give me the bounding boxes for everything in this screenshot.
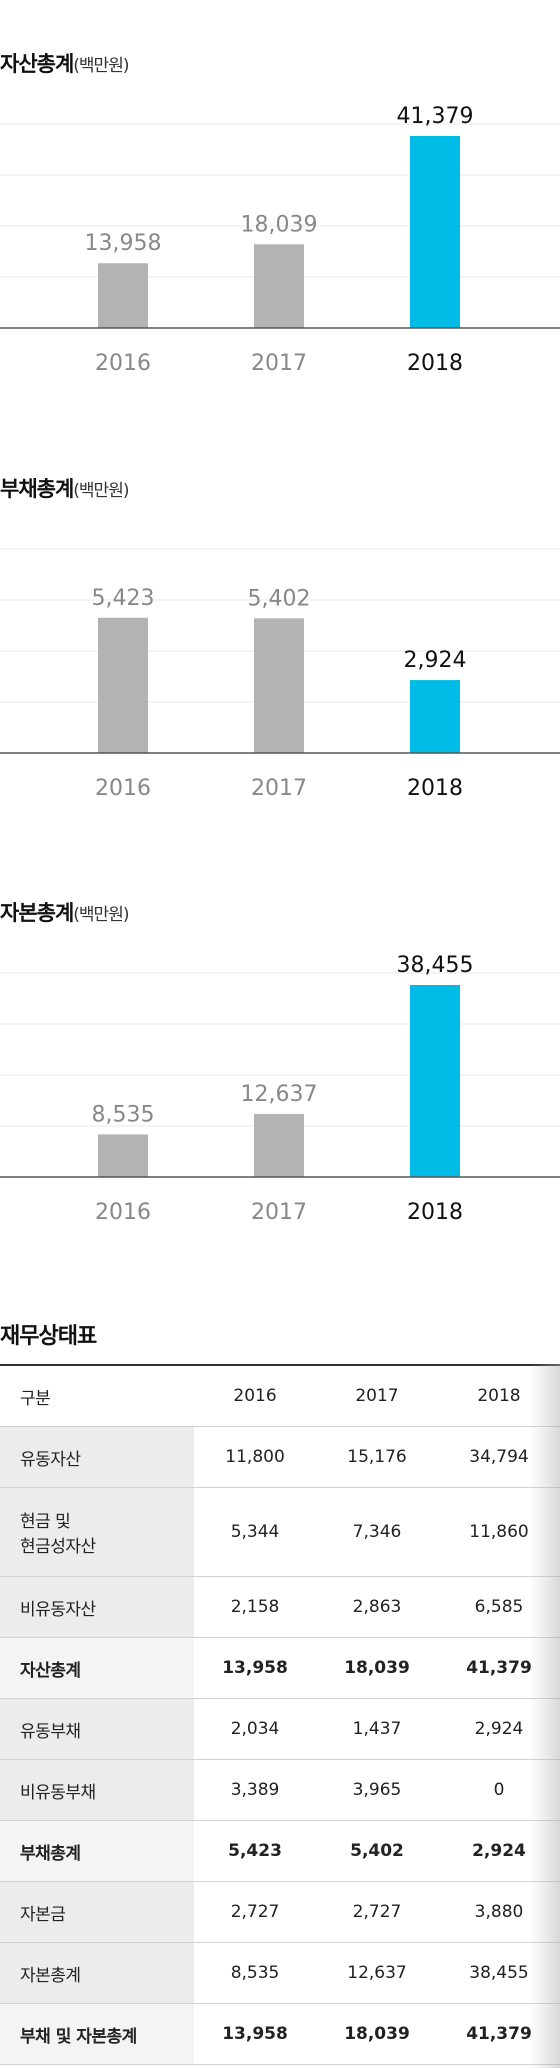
data-label-2017: 12,637 xyxy=(241,1082,318,1107)
table-row: 현금 및 현금성자산 5,344 7,346 11,860 xyxy=(0,1487,560,1577)
x-tick-label-2016: 2016 xyxy=(95,776,151,801)
table-title: 재무상태표 xyxy=(0,1324,97,1349)
table-row: 부채 및 자본총계 13,958 18,039 41,379 xyxy=(0,2003,560,2065)
row-value-2016: 5,423 xyxy=(194,1820,317,1882)
row-value-2016: 3,389 xyxy=(194,1759,317,1821)
row-value-2016: 11,800 xyxy=(194,1426,317,1488)
row-label: 비유동부채 xyxy=(0,1759,195,1821)
row-value-2018: 3,880 xyxy=(437,1881,560,1943)
row-value-2016: 5,344 xyxy=(194,1487,317,1577)
bar-2017 xyxy=(254,618,304,753)
row-value-2017: 2,863 xyxy=(316,1576,438,1638)
row-label: 현금 및 현금성자산 xyxy=(0,1487,195,1577)
chart-title: 자본총계(백만원) xyxy=(0,897,129,927)
row-label: 비유동자산 xyxy=(0,1576,195,1638)
table-header-row: 구분 2016 2017 2018 xyxy=(0,1364,560,1427)
chart-title-unit: (백만원) xyxy=(73,905,129,925)
bar-chart-svg: 13,958 2016 18,039 2017 41,379 2018 xyxy=(0,104,560,376)
row-label: 유동부채 xyxy=(0,1698,195,1760)
row-label: 자본금 xyxy=(0,1881,195,1943)
data-label-2016: 13,958 xyxy=(85,231,162,256)
row-value-2018: 38,455 xyxy=(437,1942,560,2004)
row-value-2018: 6,585 xyxy=(437,1576,560,1638)
x-tick-label-2016: 2016 xyxy=(95,1200,151,1225)
bar-2017 xyxy=(254,244,304,328)
row-value-2018: 2,924 xyxy=(437,1698,560,1760)
header-2017: 2017 xyxy=(316,1364,438,1427)
header-2016: 2016 xyxy=(194,1364,317,1427)
bar-2016 xyxy=(98,1134,148,1177)
data-label-2017: 5,402 xyxy=(248,586,311,611)
table-row: 비유동자산 2,158 2,863 6,585 xyxy=(0,1576,560,1638)
header-2018: 2018 xyxy=(437,1364,560,1427)
bar-2017 xyxy=(254,1113,304,1177)
row-value-2018: 0 xyxy=(437,1759,560,1821)
row-value-2018: 41,379 xyxy=(437,1637,560,1699)
table-body: 유동자산 11,800 15,176 34,794 현금 및 현금성자산 5,344 7,3… xyxy=(0,1426,560,2065)
chart-title-unit: (백만원) xyxy=(73,481,129,501)
data-label-2018: 2,924 xyxy=(404,648,467,673)
table-row: 부채총계 5,423 5,402 2,924 xyxy=(0,1820,560,1882)
table-row: 자본금 2,727 2,727 3,880 xyxy=(0,1881,560,1943)
x-tick-label-2017: 2017 xyxy=(251,351,307,376)
row-value-2017: 3,965 xyxy=(316,1759,438,1821)
data-label-2018: 41,379 xyxy=(397,104,474,129)
bar-chart-svg: 8,535 2016 12,637 2017 38,455 2018 xyxy=(0,953,560,1225)
row-value-2017: 18,039 xyxy=(316,2003,438,2065)
row-value-2016: 2,158 xyxy=(194,1576,317,1638)
row-value-2018: 34,794 xyxy=(437,1426,560,1488)
row-label: 자본총계 xyxy=(0,1942,195,2004)
x-tick-label-2018: 2018 xyxy=(407,351,463,376)
row-value-2017: 7,346 xyxy=(316,1487,438,1577)
row-value-2016: 13,958 xyxy=(194,1637,317,1699)
chart-title-unit: (백만원) xyxy=(73,56,129,76)
x-tick-label-2017: 2017 xyxy=(251,776,307,801)
x-tick-label-2016: 2016 xyxy=(95,351,151,376)
bar-2018 xyxy=(410,680,460,753)
row-value-2018: 41,379 xyxy=(437,2003,560,2065)
data-label-2018: 38,455 xyxy=(397,953,474,978)
table-row: 유동자산 11,800 15,176 34,794 xyxy=(0,1426,560,1488)
balance-sheet-table: 구분 2016 2017 2018 유동자산 11,800 15,176 34,794… xyxy=(0,1364,560,2065)
bar-chart-svg: 5,423 2016 5,402 2017 2,924 2018 xyxy=(0,548,560,801)
row-label: 자산총계 xyxy=(0,1637,195,1699)
row-value-2016: 2,727 xyxy=(194,1881,317,1943)
row-value-2017: 5,402 xyxy=(316,1820,438,1882)
table-row: 자본총계 8,535 12,637 38,455 xyxy=(0,1942,560,2004)
data-label-2016: 8,535 xyxy=(92,1102,155,1127)
chart-title-main: 부채총계 xyxy=(0,477,74,501)
chart-title-main: 자본총계 xyxy=(0,901,74,925)
data-label-2016: 5,423 xyxy=(92,586,155,611)
table-row: 자산총계 13,958 18,039 41,379 xyxy=(0,1637,560,1699)
row-value-2017: 15,176 xyxy=(316,1426,438,1488)
row-value-2016: 8,535 xyxy=(194,1942,317,2004)
row-label: 부채 및 자본총계 xyxy=(0,2003,195,2065)
row-value-2016: 2,034 xyxy=(194,1698,317,1760)
bar-2018 xyxy=(410,985,460,1177)
row-label: 유동자산 xyxy=(0,1426,195,1488)
data-label-2017: 18,039 xyxy=(241,212,318,237)
bar-2016 xyxy=(98,263,148,328)
row-value-2017: 18,039 xyxy=(316,1637,438,1699)
row-value-2017: 2,727 xyxy=(316,1881,438,1943)
chart-title: 부채총계(백만원) xyxy=(0,473,129,503)
header-category: 구분 xyxy=(0,1364,195,1427)
row-value-2016: 13,958 xyxy=(194,2003,317,2065)
bar-2018 xyxy=(410,136,460,328)
bar-2016 xyxy=(98,617,148,753)
table-row: 유동부채 2,034 1,437 2,924 xyxy=(0,1698,560,1760)
row-value-2018: 2,924 xyxy=(437,1820,560,1882)
row-value-2018: 11,860 xyxy=(437,1487,560,1577)
x-tick-label-2018: 2018 xyxy=(407,1200,463,1225)
table-row: 비유동부채 3,389 3,965 0 xyxy=(0,1759,560,1821)
row-value-2017: 1,437 xyxy=(316,1698,438,1760)
chart-title-main: 자산총계 xyxy=(0,52,74,76)
row-value-2017: 12,637 xyxy=(316,1942,438,2004)
x-tick-label-2018: 2018 xyxy=(407,776,463,801)
x-tick-label-2017: 2017 xyxy=(251,1200,307,1225)
row-label: 부채총계 xyxy=(0,1820,195,1882)
chart-title: 자산총계(백만원) xyxy=(0,48,129,78)
